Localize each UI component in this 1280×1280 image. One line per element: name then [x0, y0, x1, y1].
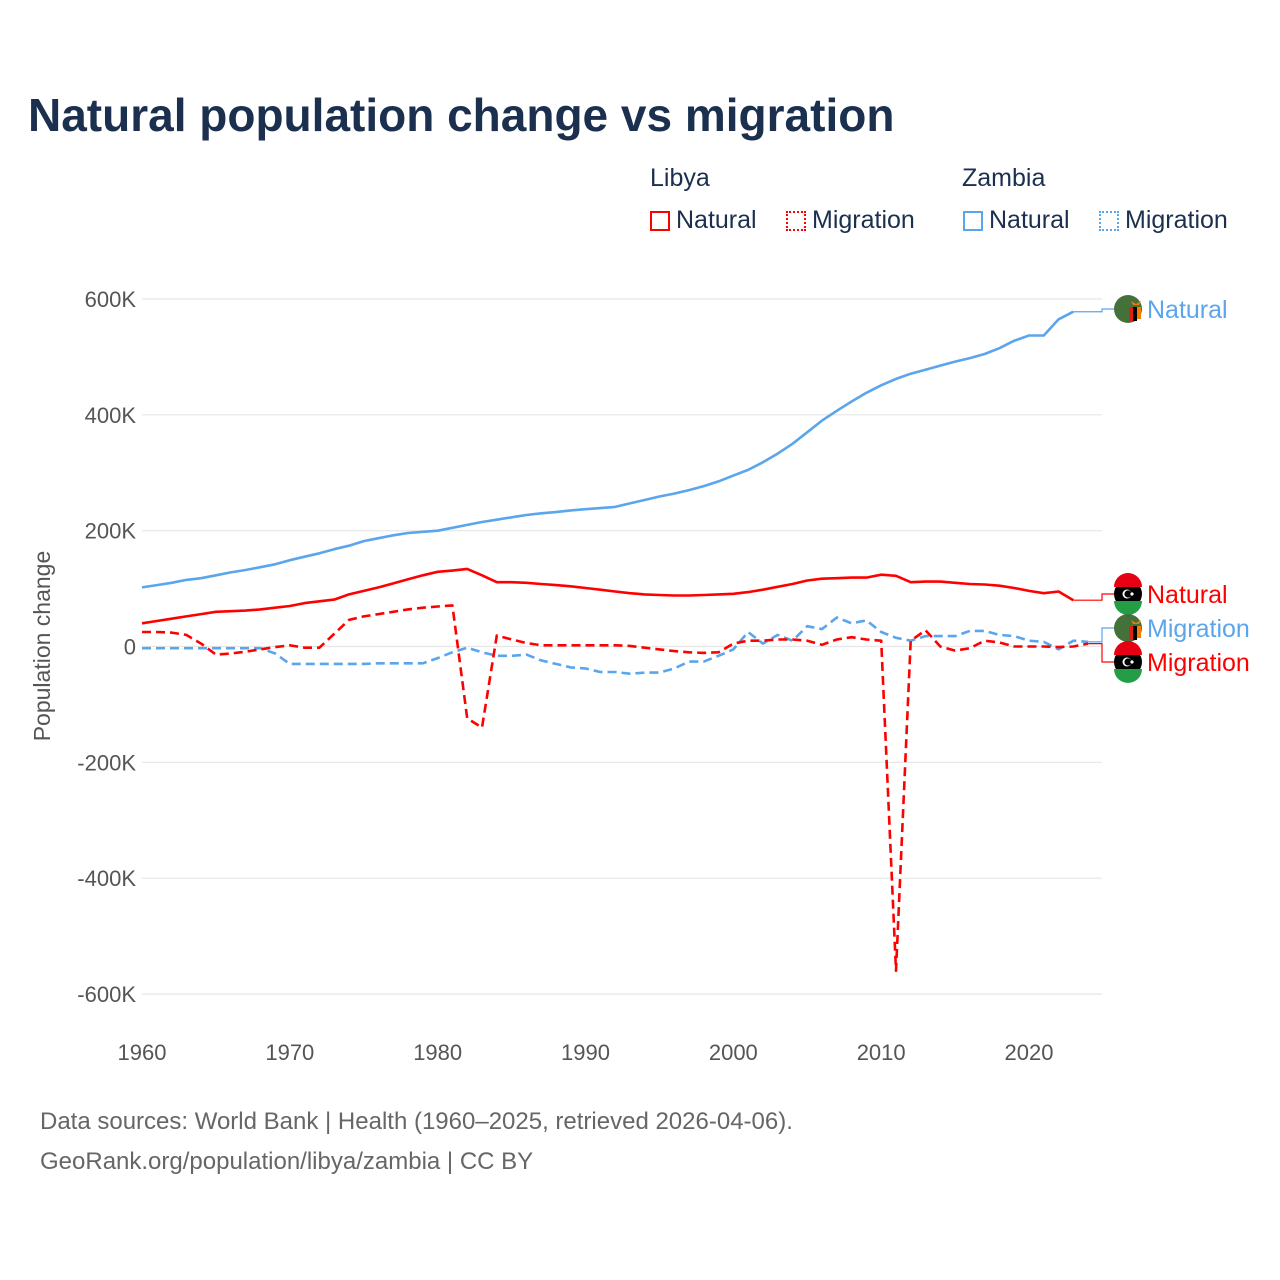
- x-tick-label: 2010: [857, 1040, 906, 1065]
- y-tick-label: 0: [124, 635, 136, 660]
- legend-zambia-migration[interactable]: Migration: [1099, 206, 1228, 235]
- legend-libya-migration[interactable]: Migration: [786, 206, 915, 235]
- x-tick-label: 1980: [413, 1040, 462, 1065]
- star-icon: [1130, 660, 1134, 664]
- legend-swatch-dotted: [786, 210, 806, 231]
- series-end-label: Migration: [1147, 615, 1250, 643]
- libya-flag-icon: [1114, 641, 1142, 683]
- y-tick-label: -200K: [77, 750, 136, 775]
- y-tick-label: 200K: [85, 519, 137, 544]
- zambia-flag-icon: [1114, 295, 1142, 323]
- legend-libya-natural[interactable]: Natural: [650, 206, 757, 235]
- crescent-cutout: [1124, 658, 1132, 666]
- x-tick-label: 1960: [118, 1040, 167, 1065]
- legend-label: Migration: [1125, 206, 1228, 234]
- legend-group-libya: Libya: [650, 164, 710, 192]
- flag-stripe: [1114, 601, 1142, 615]
- flag-stripe: [1114, 573, 1142, 587]
- label-connector: [1073, 308, 1114, 313]
- legend-group-zambia: Zambia: [962, 164, 1046, 192]
- legend-label: Migration: [812, 206, 915, 234]
- legend-swatch-dotted: [1099, 210, 1119, 231]
- flag-stripe: [1129, 307, 1133, 321]
- label-connector: [1088, 627, 1114, 643]
- y-axis-label: Population change: [29, 551, 55, 742]
- series-line-libya-migration: [142, 604, 1089, 973]
- eagle-icon: [1131, 301, 1141, 305]
- series-line-zambia-natural: [141, 310, 1074, 589]
- legend-label: Natural: [989, 206, 1070, 234]
- flag-stripe: [1114, 669, 1142, 683]
- flag-stripe: [1129, 626, 1133, 640]
- star-icon: [1130, 592, 1134, 596]
- flag-stripe: [1137, 307, 1141, 319]
- series-end-label: Natural: [1147, 296, 1228, 324]
- flag-stripe: [1133, 626, 1137, 640]
- flag-stripe: [1137, 626, 1141, 638]
- libya-flag-icon: [1114, 573, 1142, 615]
- y-tick-label: -400K: [77, 866, 136, 891]
- eagle-icon: [1131, 620, 1141, 624]
- flag-stripe: [1133, 307, 1137, 321]
- y-tick-label: 600K: [85, 287, 137, 312]
- legend-swatch-solid: [963, 210, 983, 231]
- legend-label: Natural: [676, 206, 757, 234]
- legend-zambia-natural[interactable]: Natural: [963, 206, 1070, 235]
- footer-sources: Data sources: World Bank | Health (1960–…: [40, 1108, 793, 1135]
- series-line-libya-natural: [141, 567, 1074, 625]
- zambia-flag-icon: [1114, 614, 1142, 642]
- x-tick-label: 2000: [709, 1040, 758, 1065]
- crescent-cutout: [1124, 590, 1132, 598]
- y-tick-label: 400K: [85, 403, 137, 428]
- series-end-label: Migration: [1147, 649, 1250, 677]
- x-tick-label: 2020: [1005, 1040, 1054, 1065]
- label-connector: [1073, 593, 1114, 601]
- series-end-label: Natural: [1147, 581, 1228, 609]
- y-tick-label: -600K: [77, 982, 136, 1007]
- x-tick-label: 1990: [561, 1040, 610, 1065]
- legend-swatch-solid: [650, 210, 670, 231]
- flag-stripe: [1114, 641, 1142, 655]
- label-connector: [1088, 643, 1114, 663]
- plot-area: 600K 400K 200K 0 -200K -400K -600K 1960 1970 1980…: [29, 287, 1250, 1065]
- footer-link[interactable]: GeoRank.org/population/libya/zambia | CC…: [40, 1148, 534, 1175]
- x-tick-label: 1970: [265, 1040, 314, 1065]
- chart-title: Natural population change vs migration: [28, 89, 895, 141]
- series-line-zambia-migration: [142, 616, 1089, 676]
